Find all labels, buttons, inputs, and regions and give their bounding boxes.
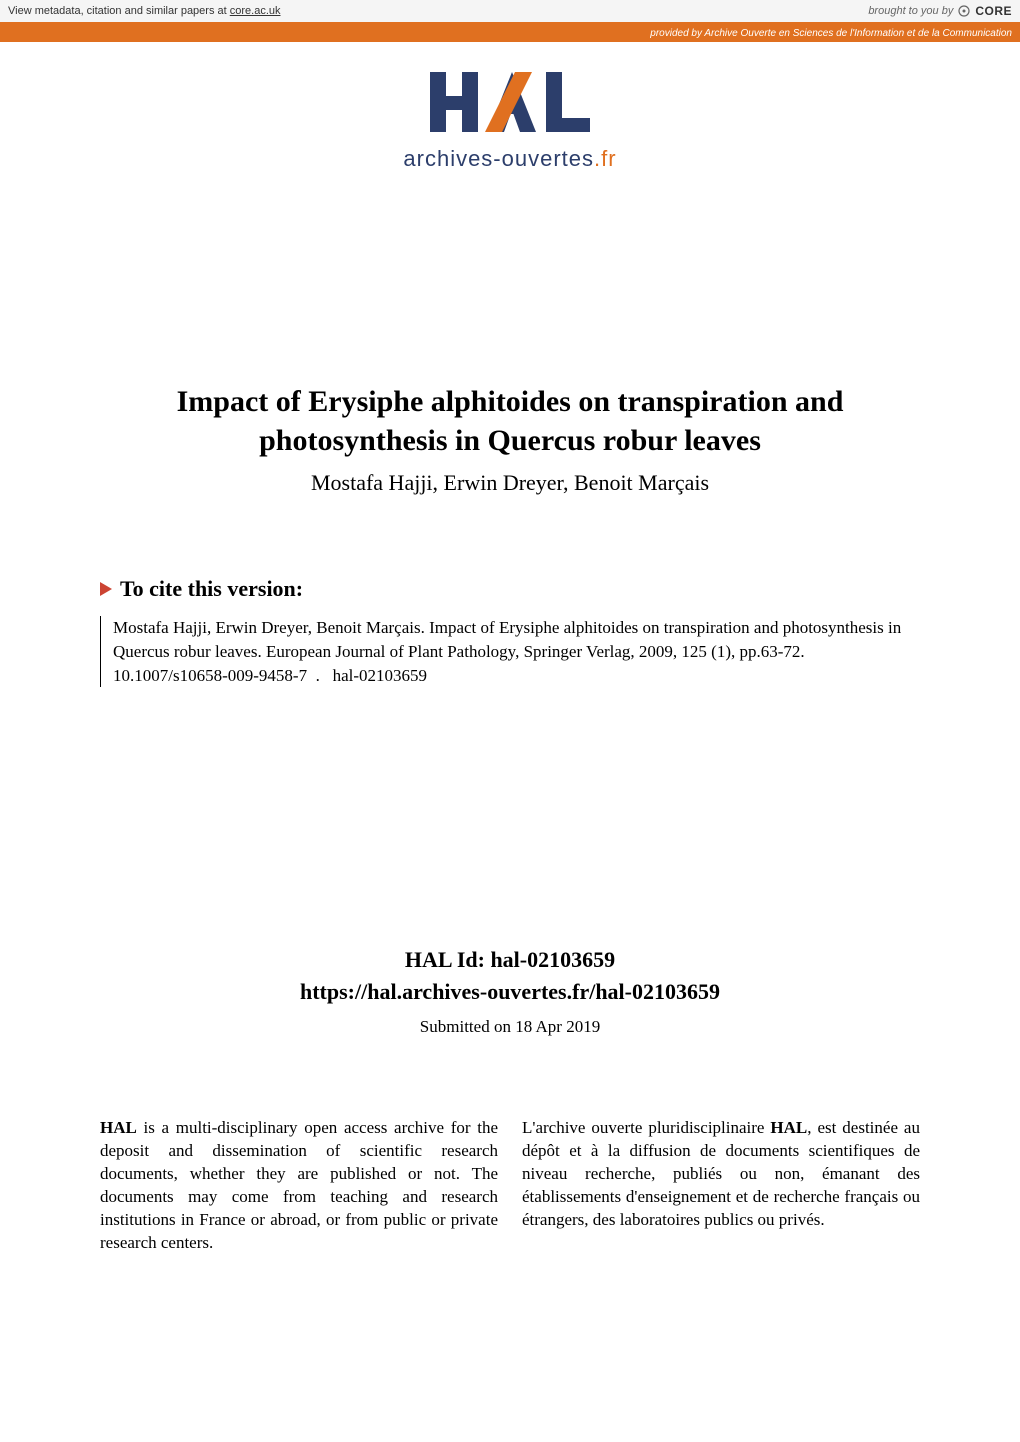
paper-title-line1: Impact of Erysiphe alphitoides on transp…	[177, 385, 844, 418]
core-link[interactable]: core.ac.uk	[230, 5, 281, 17]
description-columns: HAL is a multi-disciplinary open access …	[0, 1117, 1020, 1255]
citation-text: Mostafa Hajji, Erwin Dreyer, Benoit Març…	[113, 618, 901, 685]
core-banner-left: View metadata, citation and similar pape…	[8, 5, 281, 17]
hal-url[interactable]: https://hal.archives-ouvertes.fr/hal-021…	[0, 979, 1020, 1005]
provided-by-text: provided by Archive Ouverte en Sciences …	[650, 28, 1012, 39]
hal-logo-glyph	[390, 62, 630, 142]
hal-id: HAL Id: hal-02103659	[0, 947, 1020, 973]
core-logo-text: CORE	[975, 4, 1012, 18]
core-metadata-prefix: View metadata, citation and similar pape…	[8, 5, 230, 17]
hal-logo-text-tld: .fr	[594, 146, 617, 171]
core-banner: View metadata, citation and similar pape…	[0, 0, 1020, 24]
hal-logo-subtitle: archives-ouvertes.fr	[390, 146, 630, 172]
cite-heading: To cite this version:	[100, 576, 920, 602]
paper-title-line2: photosynthesis in Quercus robur leaves	[259, 424, 761, 457]
core-banner-right: brought to you by CORE	[868, 4, 1012, 18]
hal-logo: archives-ouvertes.fr	[390, 62, 630, 172]
provided-by-bar: provided by Archive Ouverte en Sciences …	[0, 24, 1020, 42]
hal-logo-container: archives-ouvertes.fr	[0, 62, 1020, 172]
cite-section: To cite this version: Mostafa Hajji, Erw…	[0, 576, 1020, 687]
cite-heading-text: To cite this version:	[120, 576, 303, 602]
description-fr: L'archive ouverte pluridisciplinaire HAL…	[522, 1117, 920, 1255]
core-logo-icon	[957, 4, 971, 18]
triangle-icon	[100, 582, 112, 596]
hal-id-block: HAL Id: hal-02103659 https://hal.archive…	[0, 947, 1020, 1037]
hal-logo-text-main: archives-ouvertes	[403, 146, 594, 171]
paper-title: Impact of Erysiphe alphitoides on transp…	[100, 382, 920, 460]
submitted-date: Submitted on 18 Apr 2019	[0, 1017, 1020, 1037]
core-brought-by: brought to you by	[868, 5, 953, 17]
description-en: HAL is a multi-disciplinary open access …	[100, 1117, 498, 1255]
paper-authors: Mostafa Hajji, Erwin Dreyer, Benoit Març…	[100, 470, 920, 496]
citation-box: Mostafa Hajji, Erwin Dreyer, Benoit Març…	[100, 616, 920, 687]
paper-title-block: Impact of Erysiphe alphitoides on transp…	[0, 382, 1020, 496]
